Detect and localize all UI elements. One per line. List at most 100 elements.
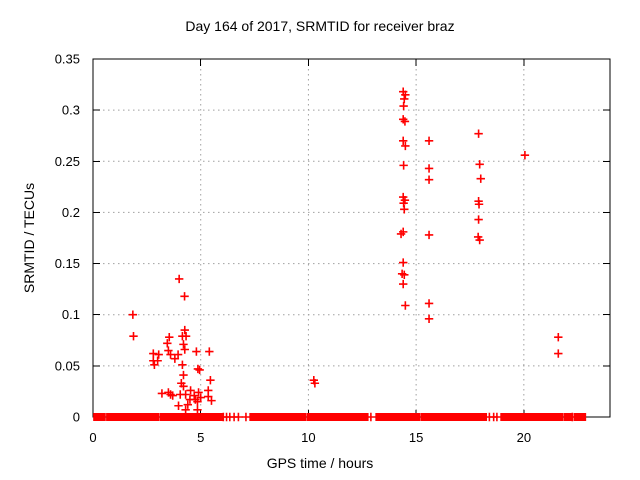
data-point — [476, 174, 485, 183]
data-point — [168, 391, 177, 400]
data-point — [166, 350, 175, 359]
data-point — [128, 310, 138, 319]
data-point — [475, 160, 484, 169]
data-point — [400, 205, 409, 214]
baseline-segment — [93, 413, 106, 421]
data-point — [234, 412, 243, 422]
baseline-segment — [530, 413, 554, 421]
data-point — [424, 314, 434, 324]
data-point — [173, 350, 183, 359]
baseline-segment — [284, 413, 299, 421]
data-point — [205, 347, 214, 356]
baseline-segment — [170, 413, 206, 421]
data-point — [399, 136, 408, 146]
y-tick-label: 0.35 — [55, 52, 80, 67]
baseline-segment — [113, 413, 125, 421]
data-point — [520, 150, 530, 160]
data-point — [154, 350, 163, 359]
baseline-segment — [131, 413, 145, 421]
baseline-segment — [273, 413, 287, 421]
baseline-segment — [321, 413, 341, 421]
baseline-segment — [472, 413, 488, 421]
data-point — [400, 270, 409, 280]
x-axis-label: GPS time / hours — [266, 455, 374, 471]
data-point — [424, 164, 434, 173]
data-point — [174, 401, 183, 410]
data-point — [174, 274, 184, 284]
data-point — [400, 94, 409, 104]
baseline-segment — [151, 413, 160, 421]
baseline-segment — [351, 413, 369, 421]
data-point — [178, 360, 187, 370]
x-tick-label: 10 — [301, 430, 315, 445]
data-point — [179, 382, 188, 391]
baseline-segment — [106, 413, 117, 421]
data-point — [192, 347, 201, 356]
data-point — [474, 200, 484, 209]
axes — [92, 58, 611, 418]
baseline-segment — [461, 413, 475, 421]
data-point — [475, 235, 484, 245]
y-tick-label: 0.3 — [62, 103, 80, 118]
data-point — [190, 391, 199, 400]
baseline-segment — [159, 413, 172, 421]
y-tick-label: 0.05 — [55, 358, 80, 373]
data-point — [181, 390, 190, 399]
baseline-segment — [375, 413, 406, 421]
y-tick-label: 0.25 — [55, 154, 80, 169]
data-points — [128, 87, 577, 422]
baseline-segment — [500, 413, 533, 421]
baseline-segment — [306, 413, 324, 421]
data-point — [207, 396, 216, 405]
data-point — [165, 333, 174, 342]
baseline-segment — [420, 413, 464, 421]
y-tick-label: 0.15 — [55, 256, 80, 271]
data-point — [180, 325, 189, 335]
data-point — [424, 299, 434, 308]
data-point — [180, 292, 189, 301]
baseline-segment — [143, 413, 155, 421]
baseline-segment — [249, 413, 262, 421]
data-point — [424, 175, 434, 184]
data-point — [554, 333, 563, 342]
baseline-segment — [338, 413, 354, 421]
data-point — [163, 339, 172, 348]
data-point — [195, 365, 204, 375]
data-point — [193, 364, 203, 374]
x-tick-label: 15 — [409, 430, 423, 445]
data-point — [179, 340, 188, 349]
y-tick-label: 0.2 — [62, 205, 80, 220]
data-point — [399, 101, 408, 111]
x-tick-label: 0 — [89, 430, 96, 445]
x-tick-label: 20 — [517, 430, 531, 445]
data-point — [399, 115, 408, 124]
data-point — [194, 388, 203, 397]
data-point — [399, 161, 408, 170]
data-point — [150, 360, 159, 370]
data-point — [241, 412, 251, 422]
data-point — [424, 230, 434, 240]
data-point — [474, 129, 483, 138]
baseline-segment — [204, 413, 224, 421]
plot-border — [92, 58, 611, 418]
data-point — [181, 405, 190, 415]
y-tick-label: 0 — [73, 410, 80, 425]
data-point — [401, 141, 410, 151]
x-tick-label: 5 — [197, 430, 204, 445]
tick-labels: 0 5 10 15 20 0 0.05 0.1 0.15 0.2 0.25 0.3 0.35 — [55, 52, 531, 446]
data-point — [401, 90, 410, 99]
baseline-segment — [296, 413, 307, 421]
data-point — [366, 412, 376, 422]
baseline-segment — [404, 413, 421, 421]
data-point — [568, 412, 577, 422]
grid — [93, 59, 610, 417]
baseline-segment — [260, 413, 275, 421]
data-point — [399, 279, 408, 289]
data-point — [157, 389, 167, 398]
data-point — [396, 229, 406, 239]
baseline-band — [93, 413, 587, 421]
data-point — [474, 215, 483, 224]
baseline-segment — [121, 413, 133, 421]
